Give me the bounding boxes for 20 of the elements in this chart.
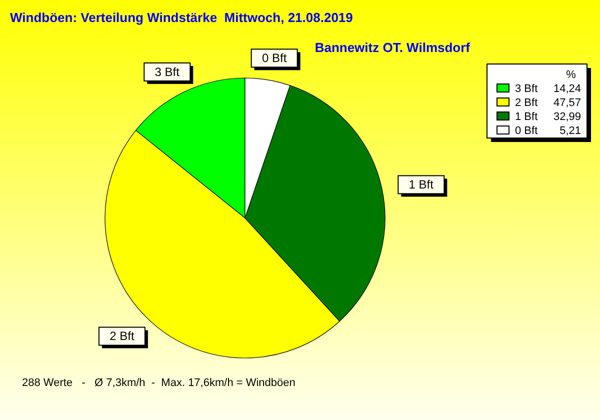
data-label: 14,24 [553,83,581,95]
legend-label: 3 Bft [515,83,538,95]
slice-label: 2 Bft [110,329,135,344]
slice-label: 0 Bft [262,51,288,66]
data-label: 5,21 [560,125,581,137]
label-box: 2 Bft [98,326,148,348]
legend-label: 2 Bft [515,97,538,109]
legend-label: 0 Bft [515,125,538,137]
chart-title: Windböen: Verteilung Windstärke Mittwoch, 21.08.2019 [10,10,353,25]
data-label: 47,57 [553,97,581,109]
chart-subtitle: Bannewitz OT. Wilmsdorf [314,40,471,55]
legend-title: % [566,69,576,81]
slice-label: 3 Bft [154,64,180,79]
label-box: 0 Bft [250,48,300,70]
slice-label: 1 Bft [408,178,434,192]
label-box: 3 Bft [144,62,194,84]
text: 288 Werte - Ø 7,3km/h - Max. 17,6km/h = Windböen [22,377,296,389]
label-box: 1 Bft [398,175,448,197]
legend-label: 1 Bft [515,111,538,123]
data-label: 32,99 [553,111,581,123]
